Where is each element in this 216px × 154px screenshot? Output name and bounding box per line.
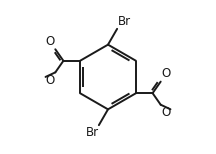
Text: O: O [162, 106, 171, 119]
Text: O: O [162, 67, 171, 80]
Text: O: O [45, 74, 54, 87]
Text: Br: Br [118, 15, 131, 28]
Text: O: O [45, 35, 54, 48]
Text: Br: Br [85, 126, 98, 139]
